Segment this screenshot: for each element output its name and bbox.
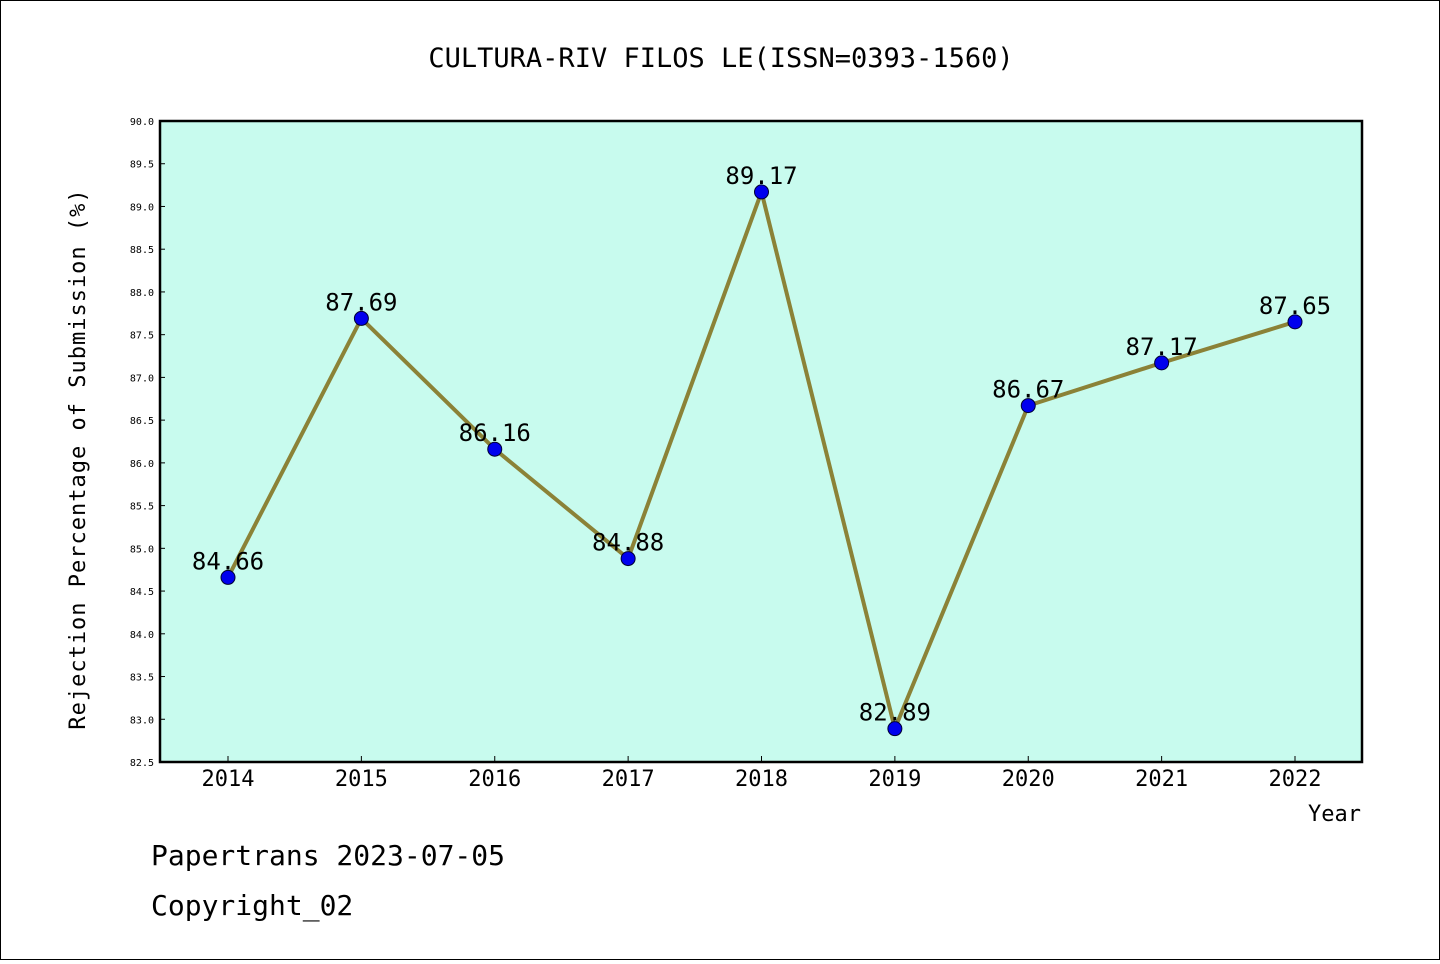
y-tick-label: 89.5 (130, 160, 154, 171)
y-tick-label: 84.0 (130, 630, 154, 641)
data-label: 82.89 (859, 699, 931, 727)
footer-date: Papertrans 2023-07-05 (151, 839, 505, 872)
y-tick-label: 84.5 (130, 587, 154, 598)
data-label: 86.67 (992, 376, 1064, 404)
y-tick-label: 85.5 (130, 502, 154, 513)
x-tick-label: 2019 (868, 767, 921, 792)
chart-title: CULTURA-RIV FILOS LE(ISSN=0393-1560) (428, 43, 1013, 74)
data-point (887, 721, 903, 737)
plot-area (158, 119, 1364, 764)
data-label: 84.66 (192, 547, 264, 575)
y-tick-label: 85.0 (130, 544, 154, 555)
series-group: 84.66 87.69 86.16 84.88 89.17 82.89 86.67 87.17… (192, 162, 1331, 737)
y-tick-label: 86.0 (130, 459, 154, 470)
x-tick-label: 2014 (202, 767, 255, 792)
y-axis-label: Rejection Percentage of Submission (%) (66, 188, 91, 729)
y-tick-label: 89.0 (130, 202, 154, 213)
y-tick-label: 87.0 (130, 373, 154, 384)
y-tick-label: 82.5 (130, 758, 154, 769)
x-tick-label: 2016 (468, 767, 521, 792)
y-tick-label: 83.5 (130, 673, 154, 684)
x-axis-ticks: 2014 2015 2016 2017 2018 2019 2020 2021 2022 (202, 756, 1322, 792)
data-label: 87.17 (1126, 333, 1198, 361)
data-point (1020, 398, 1036, 414)
data-point (1154, 355, 1170, 371)
x-tick-label: 2015 (335, 767, 388, 792)
y-tick-label: 87.5 (130, 331, 154, 342)
data-point (353, 310, 369, 326)
footer-copyright: Copyright_02 (151, 889, 353, 923)
y-tick-label: 90.0 (130, 117, 154, 128)
y-tick-label: 83.0 (130, 715, 154, 726)
data-point (220, 569, 236, 585)
data-label: 87.65 (1259, 292, 1331, 320)
data-point (620, 551, 636, 567)
x-axis-label: Year (1308, 802, 1361, 827)
data-label: 87.69 (325, 288, 397, 316)
y-tick-label: 88.0 (130, 288, 154, 299)
data-label: 89.17 (725, 162, 797, 190)
x-tick-label: 2022 (1269, 767, 1322, 792)
data-point (1287, 314, 1303, 330)
y-tick-label: 86.5 (130, 416, 154, 427)
data-point (487, 441, 503, 457)
data-label: 84.88 (592, 529, 664, 557)
y-tick-label: 88.5 (130, 245, 154, 256)
y-axis-ticks: 82.5 83.0 83.5 84.0 84.5 85.0 85.5 86.0 86.5 87.0… (130, 117, 165, 769)
x-tick-label: 2020 (1002, 767, 1055, 792)
data-label: 86.16 (459, 419, 531, 447)
x-tick-label: 2017 (602, 767, 655, 792)
x-tick-label: 2018 (735, 767, 788, 792)
x-tick-label: 2021 (1135, 767, 1188, 792)
data-point (754, 184, 769, 200)
